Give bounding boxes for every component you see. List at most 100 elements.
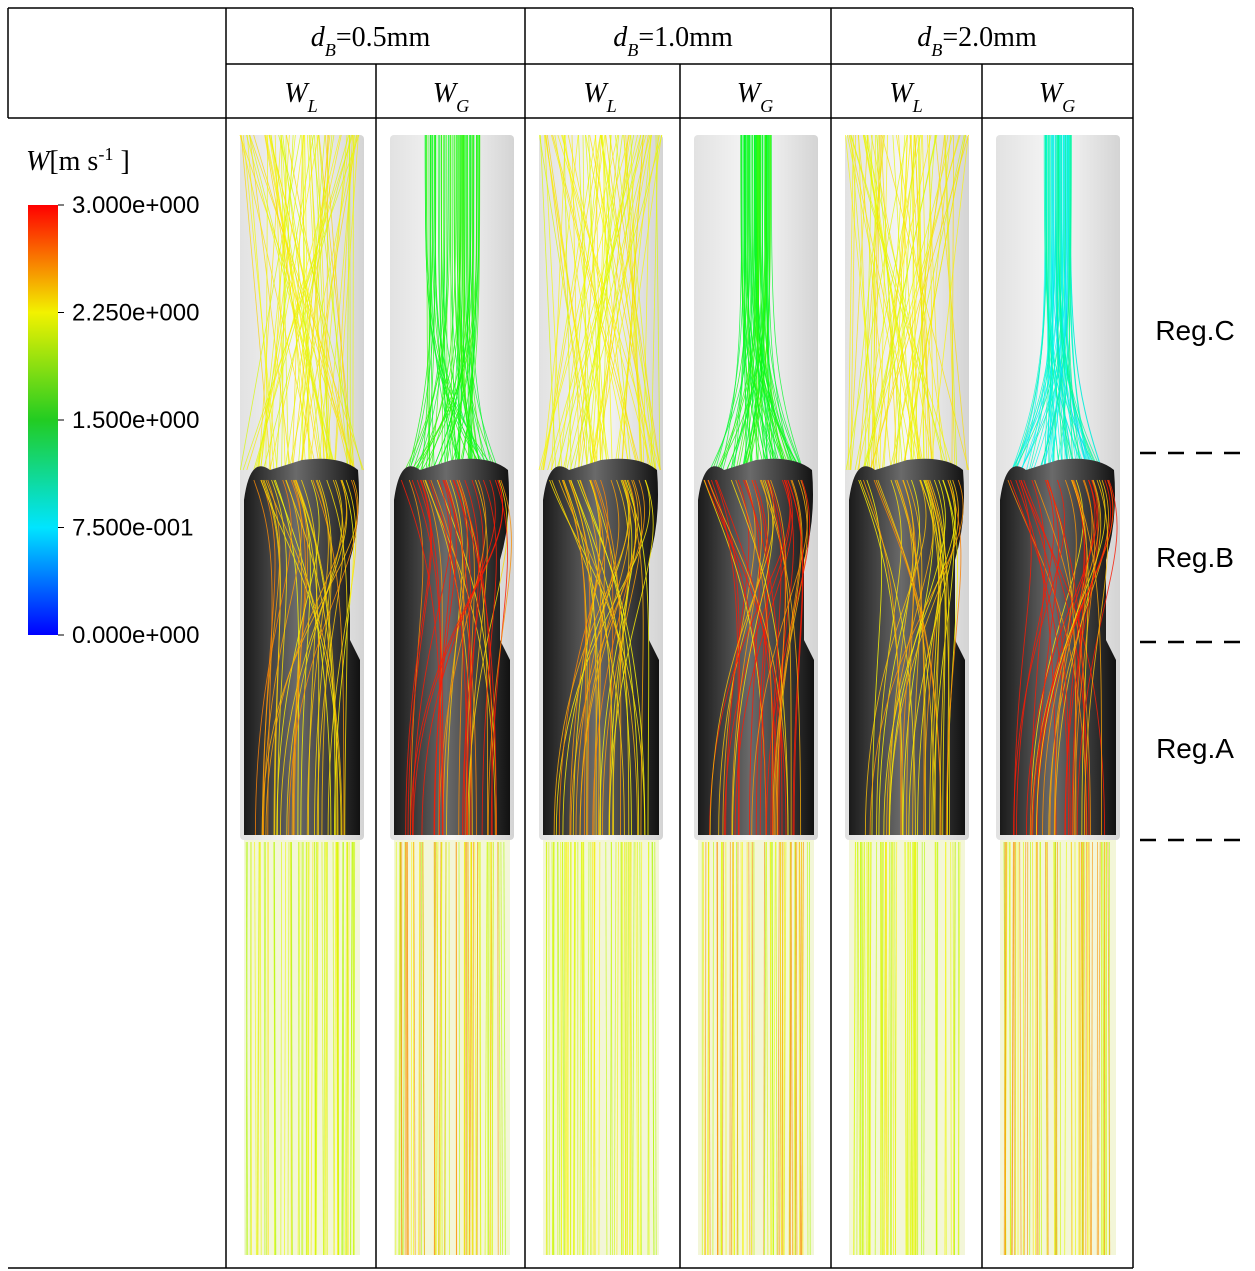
streamline: [561, 841, 563, 1256]
streamline: [539, 134, 594, 471]
streamline: [345, 841, 347, 1256]
streamline: [242, 134, 360, 471]
streamline: [327, 479, 357, 836]
streamline: [551, 841, 555, 1256]
streamline: [886, 479, 935, 836]
streamline: [407, 134, 478, 481]
streamline: [458, 841, 461, 1256]
streamline: [1020, 479, 1071, 836]
streamline: [858, 479, 903, 836]
streamline: [1013, 479, 1032, 836]
streamline: [884, 841, 887, 1256]
streamline: [263, 479, 302, 836]
streamline: [352, 134, 354, 471]
streamline: [1035, 841, 1037, 1256]
streamline: [763, 841, 765, 1256]
text-part: ]: [113, 146, 129, 177]
streamline: [438, 841, 442, 1256]
streamline: [566, 841, 569, 1256]
streamline: [772, 479, 808, 836]
streamline: [747, 134, 761, 481]
streamline: [651, 841, 655, 1256]
streamline: [430, 479, 477, 836]
streamline: [1032, 841, 1034, 1256]
streamline: [1011, 841, 1014, 1256]
streamline: [405, 841, 408, 1256]
streamline: [1074, 479, 1095, 836]
streamline: [862, 479, 902, 836]
streamline: [1059, 134, 1070, 481]
streamline: [799, 841, 802, 1256]
streamline: [864, 134, 873, 471]
streamline: [453, 479, 471, 836]
streamline: [601, 479, 643, 836]
streamline: [944, 134, 956, 471]
region-label: Reg.C: [1155, 315, 1234, 346]
streamline: [429, 134, 443, 481]
streamline: [1079, 841, 1083, 1256]
streamline: [253, 479, 273, 836]
streamline: [870, 134, 960, 471]
streamline: [570, 479, 614, 836]
streamline: [315, 841, 319, 1256]
streamline: [433, 134, 488, 481]
streamline: [1035, 134, 1071, 481]
streamline: [468, 479, 488, 836]
streamline: [1053, 479, 1077, 836]
streamline: [575, 479, 620, 836]
streamline: [491, 841, 494, 1256]
text-part: W: [889, 78, 915, 109]
streamline: [439, 134, 455, 481]
streamline: [863, 841, 867, 1256]
streamline: [254, 479, 292, 836]
streamline: [271, 479, 288, 836]
streamline: [285, 479, 339, 836]
streamline: [894, 841, 898, 1256]
streamline: [295, 479, 311, 836]
streamline: [896, 479, 914, 836]
streamline: [730, 841, 734, 1256]
streamline: [621, 841, 623, 1256]
streamline: [301, 479, 318, 836]
streamline: [857, 841, 861, 1256]
streamline: [245, 841, 248, 1256]
text-part: G: [456, 96, 469, 116]
streamline: [922, 134, 930, 471]
streamline: [1049, 134, 1064, 481]
streamline: [335, 841, 339, 1256]
streamline: [1023, 841, 1027, 1256]
streamline: [763, 134, 808, 481]
streamline: [632, 841, 635, 1256]
streamline: [908, 841, 911, 1256]
streamline: [883, 841, 886, 1256]
text-part: B: [627, 40, 638, 60]
streamline: [574, 841, 577, 1256]
streamline: [261, 479, 359, 836]
streamline: [579, 841, 582, 1256]
colorbar-label: 1.500e+000: [72, 407, 199, 434]
streamline: [246, 134, 336, 471]
streamline: [779, 841, 782, 1256]
streamline: [770, 479, 787, 836]
streamline: [610, 841, 613, 1256]
streamline: [655, 134, 661, 471]
streamline: [744, 134, 748, 481]
streamline: [246, 134, 354, 471]
streamline: [609, 134, 661, 471]
text-part: W: [1039, 78, 1065, 109]
streamline: [754, 134, 803, 481]
streamline: [431, 134, 480, 481]
streamline: [256, 841, 260, 1256]
streamline: [936, 841, 938, 1256]
streamline: [334, 134, 359, 471]
streamline: [562, 479, 587, 836]
streamline: [775, 841, 778, 1256]
streamline: [325, 841, 328, 1256]
streamline: [1053, 841, 1055, 1256]
text-part: B: [325, 40, 336, 60]
streamline-panel: [694, 134, 818, 1256]
streamline: [854, 134, 921, 471]
streamline: [718, 479, 769, 836]
streamline: [1054, 134, 1072, 481]
streamline: [1046, 479, 1087, 836]
